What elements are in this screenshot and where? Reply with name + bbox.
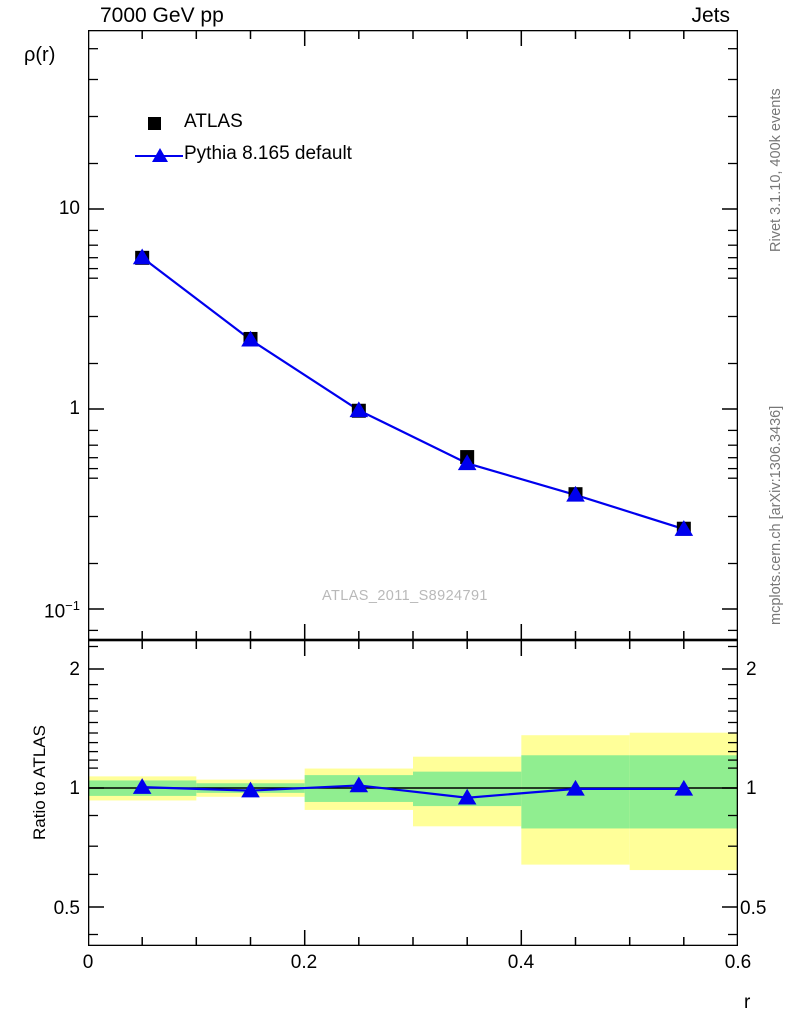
pythia-point (674, 520, 694, 536)
main-x-ticks-top (88, 30, 738, 46)
ratio-point (241, 781, 260, 798)
main-y-major-ticks-right (722, 208, 738, 610)
square-marker-icon (148, 117, 161, 130)
pythia-point (457, 454, 477, 471)
main-ytick-0p1-exponent: −1 (65, 598, 80, 613)
xtick-0p6: 0.6 (724, 952, 752, 973)
pythia-data-markers (132, 248, 694, 536)
mcplots-source-caption: mcplots.cern.ch [arXiv:1306.3436] (768, 405, 784, 625)
ratio-ytick-1-left: 1 (69, 778, 80, 799)
pythia-curve (141, 256, 685, 531)
main-x-ticks-bottom (88, 624, 738, 640)
pythia-point (349, 401, 369, 418)
ratio-ytick-1-right: 1 (746, 778, 757, 799)
ratio-point (349, 776, 369, 793)
main-y-minor-ticks-right (728, 48, 738, 632)
ratio-x-ticks-top (88, 640, 738, 656)
main-y-minor-ticks (88, 48, 98, 632)
legend-label-atlas: ATLAS (184, 111, 243, 132)
main-plot-panel (88, 30, 738, 640)
legend-label-pythia: Pythia 8.165 default (184, 143, 352, 164)
ratio-y-major-ticks (88, 668, 738, 908)
xtick-0p4: 0.4 (507, 952, 535, 973)
main-ytick-1: 1 (69, 398, 80, 419)
ratio-point (457, 788, 477, 805)
ratio-y-axis-label: Ratio to ATLAS (30, 725, 49, 840)
ratio-plot-panel (88, 640, 738, 946)
xtick-0p2: 0.2 (290, 952, 318, 973)
main-ytick-10: 10 (58, 198, 80, 219)
ratio-y-minor-ticks (88, 645, 738, 936)
atlas-data-markers (135, 250, 691, 536)
header-right-title: Jets (691, 4, 730, 27)
main-y-axis-label: ρ(r) (24, 44, 56, 66)
ratio-data-markers (132, 776, 694, 805)
header-left-title: 7000 GeV pp (100, 4, 224, 27)
main-ytick-0p1-mantissa: 10 (44, 601, 66, 623)
rivet-version-caption: Rivet 3.1.10, 400k events (768, 88, 784, 252)
ratio-x-ticks-bottom (88, 930, 738, 946)
ratio-ytick-0p5-left: 0.5 (53, 898, 80, 919)
ratio-curve (142, 784, 684, 799)
ratio-ytick-2-left: 2 (69, 659, 80, 680)
x-axis-label: r (744, 992, 751, 1013)
xtick-0: 0 (82, 952, 94, 973)
triangle-marker-icon (152, 148, 168, 162)
ratio-ytick-0p5-right: 0.5 (740, 898, 767, 919)
ratio-point (132, 778, 152, 794)
main-y-major-ticks (88, 208, 104, 610)
pythia-point (241, 330, 260, 347)
pythia-point (566, 485, 585, 502)
ratio-ytick-2-right: 2 (746, 659, 757, 680)
pythia-point (132, 248, 152, 265)
ratio-point (674, 779, 694, 796)
ratio-point (566, 779, 585, 796)
analysis-id-watermark: ATLAS_2011_S8924791 (322, 588, 488, 604)
main-ytick-0p1: 10−1 (12, 598, 80, 623)
